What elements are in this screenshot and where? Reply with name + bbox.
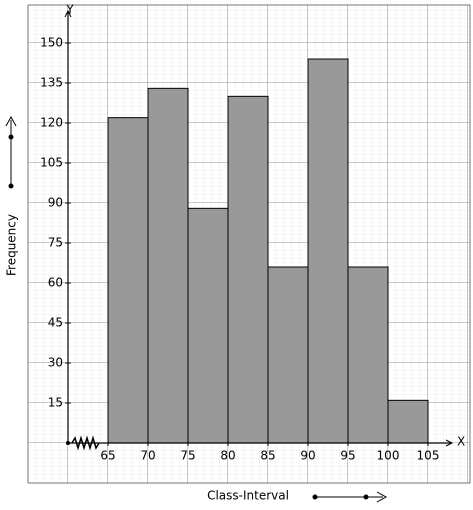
y-tick-label: 120: [40, 116, 63, 130]
bar: [387, 399, 429, 444]
bar: [307, 58, 349, 444]
arrow-decoration: [5, 115, 388, 503]
x-tick-label: 95: [340, 449, 355, 463]
axis-break: [71, 435, 100, 451]
x-tick-label: 65: [100, 449, 115, 463]
x-tick-label: 70: [140, 449, 155, 463]
y-tick-label: 150: [40, 36, 63, 50]
y-tick-label: 105: [40, 156, 63, 170]
bar: [227, 95, 269, 444]
x-axis-title: Class-Interval: [207, 489, 289, 503]
bar: [187, 207, 229, 444]
x-tick-label: 80: [220, 449, 235, 463]
y-axis-title: Frequency: [5, 214, 19, 276]
y-tick-label: 15: [48, 396, 63, 410]
x-tick-label: 75: [180, 449, 195, 463]
origin-dot: [66, 441, 70, 445]
x-tick-label: 90: [300, 449, 315, 463]
bar: [107, 117, 149, 444]
x-tick-label: 100: [377, 449, 400, 463]
x-axis-letter: X: [457, 435, 465, 449]
x-tick-label: 85: [260, 449, 275, 463]
y-tick-label: 60: [48, 276, 63, 290]
y-tick-label: 30: [48, 356, 63, 370]
bar: [147, 87, 189, 444]
y-tick-label: 135: [40, 76, 63, 90]
y-tick-label: 90: [48, 196, 63, 210]
x-tick-label: 105: [417, 449, 440, 463]
bar: [347, 266, 389, 444]
y-axis-letter: Y: [65, 3, 74, 17]
y-tick-label: 45: [48, 316, 63, 330]
y-axis-arrow: [64, 9, 72, 18]
bar: [267, 266, 309, 444]
y-tick-label: 75: [48, 236, 63, 250]
x-axis-arrow: [445, 439, 454, 447]
